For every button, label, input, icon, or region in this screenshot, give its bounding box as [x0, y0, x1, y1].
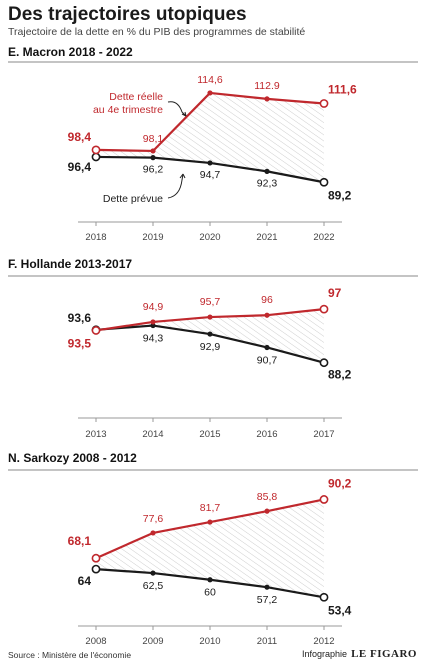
- data-label-prevue: 89,2: [328, 188, 352, 202]
- page-title: Des trajectoires utopiques: [8, 4, 247, 25]
- chart-title: N. Sarkozy 2008 - 2012: [8, 451, 137, 465]
- data-point-reelle: [207, 519, 213, 525]
- data-label-reelle: 77,6: [143, 513, 164, 525]
- data-label-reelle: 97: [328, 286, 342, 300]
- x-tick-label: 2012: [313, 636, 334, 647]
- data-point-reelle: [91, 326, 101, 335]
- credit: Infographie LE FIGARO: [302, 648, 417, 660]
- data-label-prevue: 92,3: [257, 177, 278, 189]
- data-point-reelle: [319, 495, 329, 504]
- data-label-reelle: 81,7: [200, 502, 221, 514]
- x-tick-label: 2013: [85, 429, 106, 440]
- data-label-prevue: 57,2: [257, 594, 278, 606]
- arrow-head: [179, 173, 186, 179]
- data-label-reelle: 90,2: [328, 476, 352, 490]
- data-point-reelle: [264, 312, 270, 318]
- arrow-head: [181, 111, 187, 117]
- data-label-reelle: 114,6: [197, 74, 223, 86]
- data-point-prevue: [207, 331, 213, 337]
- data-point-reelle: [150, 530, 156, 536]
- source-note: Source : Ministère de l'économie: [8, 650, 132, 660]
- data-label-prevue: 92,9: [200, 341, 221, 353]
- data-label-reelle: 93,5: [68, 336, 92, 350]
- data-point-reelle: [319, 99, 329, 108]
- data-point-reelle: [150, 148, 156, 154]
- data-label-prevue: 96,4: [68, 160, 92, 174]
- data-point-prevue: [207, 160, 213, 166]
- x-tick-label: 2011: [257, 636, 277, 647]
- data-point-prevue: [150, 155, 156, 161]
- x-tick-label: 2016: [256, 429, 277, 440]
- data-point-prevue: [150, 322, 156, 329]
- data-point-reelle: [319, 304, 329, 314]
- data-point-reelle: [91, 145, 101, 155]
- data-point-prevue: [319, 358, 329, 368]
- data-label-prevue: 90,7: [257, 354, 278, 366]
- data-label-prevue: 94,3: [143, 333, 164, 345]
- x-tick-label: 2010: [199, 636, 220, 647]
- data-label-prevue: 60: [204, 587, 216, 599]
- x-tick-label: 2018: [85, 232, 106, 243]
- data-label-reelle: 111,6: [328, 82, 357, 96]
- data-point-prevue: [91, 564, 101, 574]
- data-label-reelle: 98,4: [68, 130, 92, 144]
- data-label-reelle: 98,1: [143, 133, 164, 145]
- gap-area: [96, 92, 324, 183]
- data-point-reelle: [91, 553, 101, 563]
- annotation-arrow: [167, 173, 184, 199]
- data-label-prevue: 62,5: [143, 580, 164, 592]
- chart-title: F. Hollande 2013-2017: [8, 257, 132, 271]
- le-figaro-logo: LE FIGARO: [351, 648, 417, 660]
- data-point-reelle: [207, 90, 213, 96]
- annotation-prevue: Dette prévue: [103, 193, 163, 205]
- x-tick-label: 2017: [313, 429, 334, 440]
- data-point-reelle: [150, 319, 156, 325]
- gap-area: [96, 499, 324, 598]
- x-tick-label: 2021: [256, 232, 277, 243]
- annotation-line: Dette réelle: [109, 91, 163, 103]
- data-point-prevue: [319, 177, 329, 187]
- data-label-prevue: 53,4: [328, 603, 352, 617]
- data-label-prevue: 64: [78, 574, 92, 588]
- x-tick-label: 2008: [85, 636, 106, 647]
- x-tick-label: 2022: [313, 232, 334, 243]
- annotation-reelle: Dette réelle au 4e trimestre: [93, 91, 163, 116]
- data-label-reelle: 94,9: [143, 301, 164, 313]
- chart-panels: E. Macron 2018 - 2022 2018 2019 2020 2021 202…: [8, 45, 418, 647]
- data-point-reelle: [264, 508, 270, 514]
- data-point-reelle: [207, 314, 213, 320]
- data-label-prevue: 94,7: [200, 169, 221, 181]
- data-label-reelle: 85,8: [257, 491, 278, 503]
- chart-title: E. Macron 2018 - 2022: [8, 45, 133, 59]
- data-point-prevue: [91, 152, 101, 162]
- data-point-prevue: [319, 592, 329, 602]
- annotation-arrow: [167, 101, 187, 117]
- data-label-reelle: 112.9: [254, 80, 280, 92]
- data-point-prevue: [264, 344, 270, 351]
- chart-panel-2: F. Hollande 2013-2017 2013 2014 2015 2016 201…: [8, 257, 418, 440]
- annotation-line: au 4e trimestre: [93, 104, 163, 116]
- chart-panel-3: N. Sarkozy 2008 - 2012 2008 2009 2010 2011 20…: [8, 451, 418, 647]
- page-subtitle: Trajectoire de la dette en % du PIB des …: [8, 26, 306, 38]
- data-label-reelle: 68,1: [68, 534, 92, 548]
- data-point-prevue: [264, 168, 270, 174]
- x-tick-label: 2009: [142, 636, 163, 647]
- data-point-reelle: [264, 96, 270, 102]
- data-point-prevue: [150, 570, 156, 576]
- data-point-prevue: [207, 577, 213, 583]
- data-label-reelle: 96: [261, 294, 273, 306]
- chart-panel-1: E. Macron 2018 - 2022 2018 2019 2020 2021 202…: [8, 45, 418, 243]
- credit-label: Infographie: [302, 649, 348, 659]
- data-label-prevue: 96,2: [143, 164, 164, 176]
- data-label-reelle: 95,7: [200, 296, 221, 308]
- data-label-prevue: 93,6: [68, 311, 92, 325]
- data-label-prevue: 88,2: [328, 368, 352, 382]
- x-tick-label: 2015: [199, 429, 220, 440]
- x-tick-label: 2020: [199, 232, 220, 243]
- x-tick-label: 2019: [142, 232, 163, 243]
- x-tick-label: 2014: [142, 429, 163, 440]
- data-point-prevue: [264, 584, 270, 590]
